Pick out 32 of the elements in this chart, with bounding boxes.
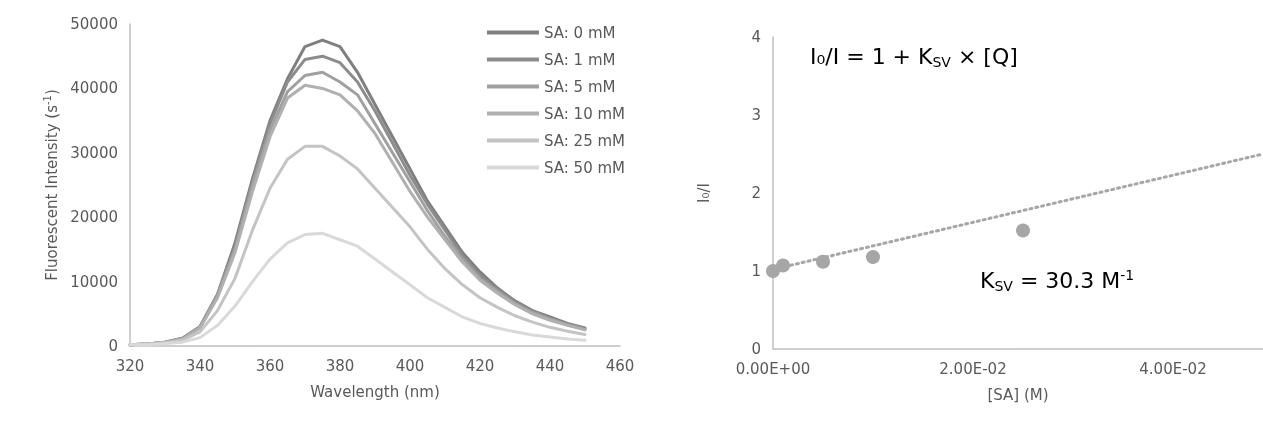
y-tick-label: 10000 [70, 272, 118, 291]
x-tick-label: 400 [395, 356, 425, 375]
y-tick-label: 20000 [70, 208, 118, 227]
y-tick-label: 1 [751, 262, 761, 280]
x-tick-label: 420 [465, 356, 495, 375]
y-tick-label: 50000 [70, 15, 118, 33]
legend-label: SA: 1 mM [543, 50, 616, 69]
x-tick-label: 440 [535, 356, 565, 375]
legend-label: SA: 5 mM [543, 77, 616, 96]
y-tick-label: 3 [751, 106, 761, 124]
x-tick-label: 360 [255, 356, 285, 375]
x-tick-label: 340 [185, 356, 215, 375]
y-tick-label: 2 [751, 184, 761, 202]
x-tick-label: 0.00E+00 [735, 359, 811, 378]
y-axis-title: I₀/I [694, 183, 713, 203]
y-tick-label: 40000 [70, 79, 118, 98]
y-tick-label: 0 [751, 340, 761, 358]
y-tick-label: 4 [751, 28, 761, 46]
x-tick-label: 380 [325, 356, 355, 375]
x-axis-title: Wavelength (nm) [310, 382, 440, 401]
y-tick-label: 0 [108, 337, 118, 355]
x-tick-label: 4.00E-02 [1139, 359, 1207, 378]
x-tick-label: 460 [605, 356, 635, 375]
y-axis-title: Fluorescent Intensity (s-1) [42, 89, 61, 281]
legend-label: SA: 25 mM [543, 131, 625, 150]
legend-label: SA: 50 mM [543, 158, 625, 177]
y-tick-label: 30000 [70, 143, 118, 162]
legend-label: SA: 0 mM [543, 23, 616, 42]
x-axis-title: [SA] (M) [987, 385, 1049, 404]
legend-label: SA: 10 mM [543, 104, 625, 123]
x-tick-label: 2.00E-02 [939, 359, 1007, 378]
x-tick-label: 320 [115, 356, 145, 375]
